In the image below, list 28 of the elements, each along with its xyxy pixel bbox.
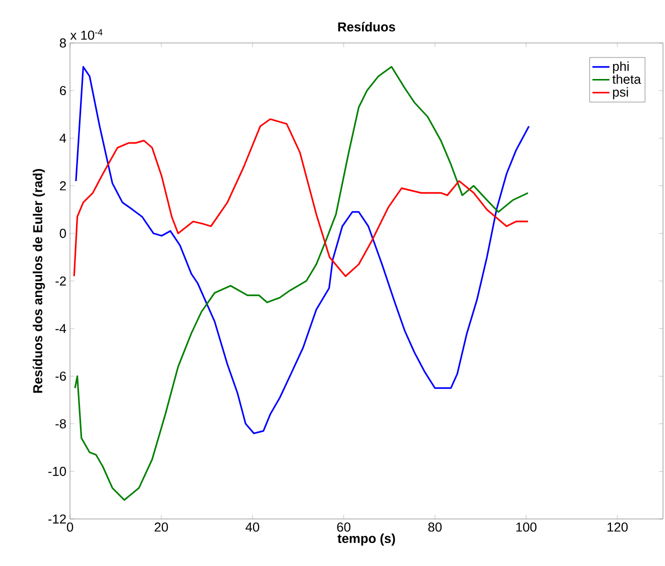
y-tick-label: 4 (60, 134, 66, 143)
y-tick-label: -6 (56, 372, 66, 381)
x-tick-label: 100 (516, 522, 536, 532)
y-tick-label: 2 (60, 181, 66, 190)
text: x 10$^{-4}$ (70, 29, 102, 40)
x-tick-label: 120 (608, 522, 628, 532)
y-tick-label: 6 (60, 86, 66, 96)
line-series (73, 118, 529, 278)
y-tick-label: -4 (56, 324, 66, 334)
chart-title: Resíduos (338, 22, 396, 32)
x-tick-label: 0 (66, 522, 74, 532)
y-axis-title: Resíduos dos angulos de Euler (rad) (32, 169, 45, 393)
x-axis-title: tempo (s) (338, 534, 395, 546)
y-tick-label: 8 (60, 38, 66, 48)
line-series (74, 66, 529, 501)
x-tick-label: 80 (428, 522, 442, 532)
x-tick-label: 20 (154, 522, 168, 532)
legend-label: psi (613, 87, 628, 100)
y-tick-label: -12 (48, 514, 66, 524)
x-tick-label: 60 (337, 522, 350, 532)
x-tick-label: 40 (246, 522, 260, 532)
legend-label: theta (612, 74, 642, 84)
legend-label: phi (613, 61, 629, 74)
y-tick-label: -8 (56, 419, 66, 428)
y-tick-label: 0 (60, 228, 66, 238)
y-tick-label: -10 (48, 466, 66, 476)
line-series (75, 66, 530, 434)
y-tick-label: -2 (56, 276, 66, 286)
